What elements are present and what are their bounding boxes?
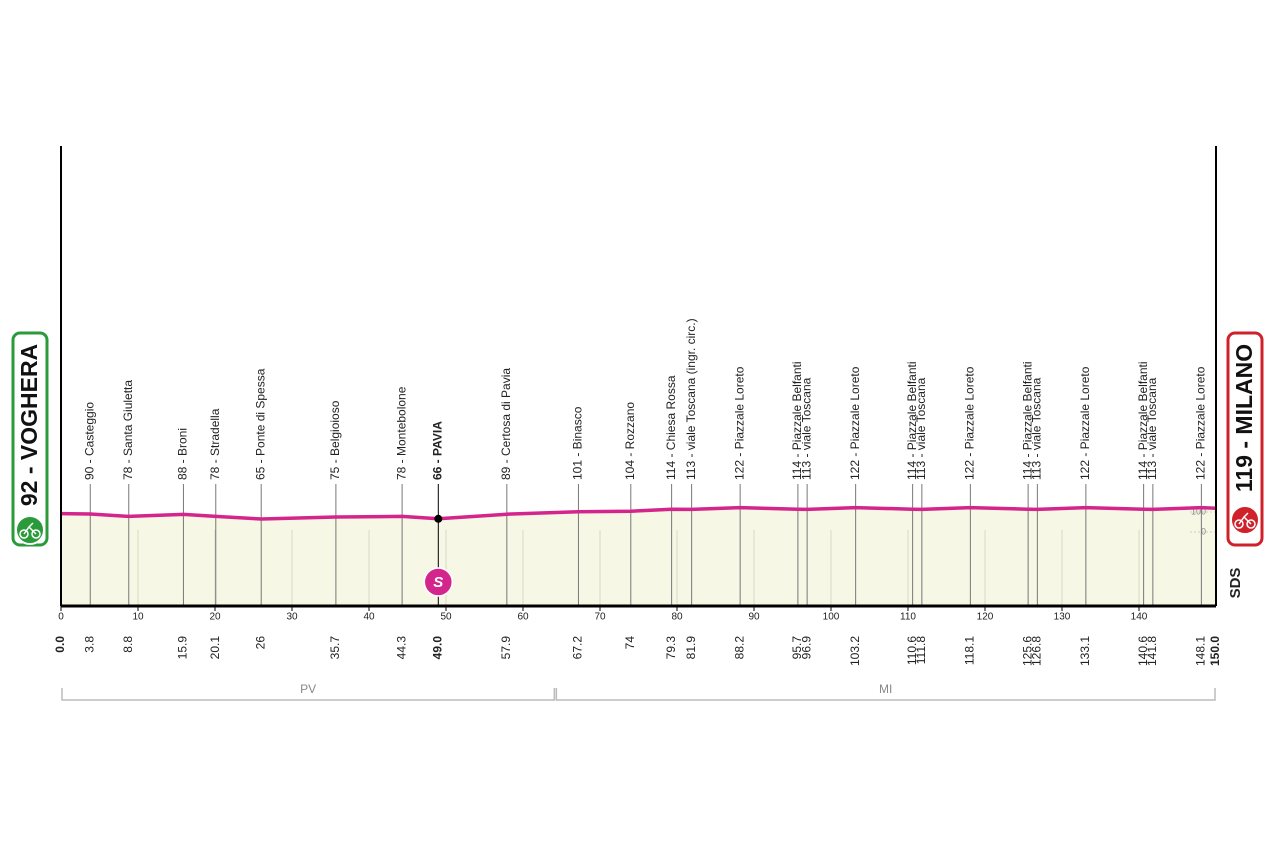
x-tick-label: 70 — [594, 612, 606, 623]
province-bracket — [61, 688, 556, 701]
km-label: 26 — [253, 636, 267, 650]
km-label: 49.0 — [430, 636, 444, 660]
waypoint-label: 113 - viale Toscana (ingr. circ.) — [684, 318, 698, 480]
waypoint-label: 88 - Broni — [176, 428, 190, 480]
stage-end-icon — [1230, 505, 1260, 535]
waypoint-label: 114 - Piazzale Belfanti — [1020, 361, 1034, 480]
province-bracket — [555, 688, 1216, 701]
km-label: 96.9 — [799, 636, 813, 660]
profile-area — [61, 507, 1216, 606]
x-tick-label: 30 — [286, 612, 298, 623]
x-tick-label: 110 — [900, 612, 916, 623]
x-tick-label: 100 — [823, 612, 840, 623]
km-label: 88.2 — [732, 636, 746, 660]
km-label: 103.2 — [848, 636, 862, 666]
waypoint-label: 78 - Santa Giuletta — [121, 380, 135, 480]
waypoint-label: 104 - Rozzano — [623, 402, 637, 480]
icon-wheel — [31, 529, 41, 539]
stage-end-icon — [15, 515, 45, 545]
icon-wheel — [19, 529, 29, 539]
km-label: 133.1 — [1078, 636, 1092, 666]
y-tick-label: 100 — [1191, 506, 1206, 516]
stage-end-box — [1226, 331, 1264, 547]
x-tick-label: 80 — [671, 612, 683, 623]
km-label: 148.1 — [1194, 636, 1208, 666]
waypoint-label: 114 - Piazzale Belfanti — [1136, 361, 1150, 480]
km-label: 141.8 — [1145, 636, 1159, 666]
province-label: PV — [300, 682, 316, 696]
x-tick-label: 40 — [363, 612, 375, 623]
x-tick-label: 90 — [748, 612, 760, 623]
waypoint-label: 122 - Piazzale Loreto — [963, 366, 977, 480]
x-tick-label: 140 — [1131, 612, 1148, 623]
km-label: 125.6 — [1020, 636, 1034, 666]
icon-rider — [23, 522, 37, 535]
x-tick-label: 120 — [977, 612, 994, 623]
waypoint-label: 122 - Piazzale Loreto — [1078, 366, 1092, 480]
waypoint-label: 113 - viale Toscana — [799, 377, 813, 480]
km-label: 118.1 — [963, 636, 977, 665]
waypoint-label: 113 - viale Toscana — [1030, 377, 1044, 480]
km-label: 15.9 — [176, 636, 190, 660]
waypoint-label: 66 - PAVIA — [430, 421, 444, 480]
waypoint-label: 113 - viale Toscana — [914, 377, 928, 480]
waypoint-label: 114 - Piazzale Belfanti — [905, 361, 919, 480]
waypoint-label: 65 - Ponte di Spessa — [253, 368, 267, 480]
x-tick-label: 0 — [58, 612, 64, 623]
x-tick-label: 60 — [517, 612, 529, 623]
y-tick-label: 0 — [1201, 526, 1206, 536]
km-label: 8.8 — [121, 636, 135, 653]
waypoint-label: 122 - Piazzale Loreto — [848, 366, 862, 480]
waypoint-label: 75 - Belgioioso — [328, 400, 342, 480]
km-label: 110.6 — [905, 636, 919, 665]
waypoint-label: 78 - Stradella — [208, 408, 222, 480]
x-tick-label: 20 — [209, 612, 221, 623]
waypoint-label: 78 - Montebolone — [394, 386, 408, 480]
km-label: 35.7 — [328, 636, 342, 660]
km-label: 3.8 — [82, 636, 96, 653]
waypoint-label: 114 - Chiesa Rossa — [664, 375, 678, 480]
waypoint-label: 122 - Piazzale Loreto — [1194, 366, 1208, 480]
km-label: 57.9 — [499, 636, 513, 660]
km-label: 126.8 — [1030, 636, 1044, 666]
km-label: 140.6 — [1136, 636, 1150, 666]
km-label: 81.9 — [684, 636, 698, 660]
province-label: MI — [879, 682, 892, 696]
waypoint-label: 114 - Piazzale Belfanti — [790, 361, 804, 480]
profile-line — [60, 505, 1217, 521]
km-label: 44.3 — [394, 636, 408, 660]
km-label: 95.7 — [790, 636, 804, 660]
km-label: 111.8 — [914, 636, 928, 665]
km-label: 74 — [623, 636, 637, 650]
x-tick-label: 50 — [440, 612, 452, 623]
sprint-badge — [423, 567, 454, 597]
sprint-label: S — [433, 574, 443, 591]
km-label: 20.1 — [208, 636, 222, 660]
waypoint-label: 122 - Piazzale Loreto — [732, 366, 746, 480]
logo: SDS — [1227, 568, 1244, 599]
stage-end-label: 92 - VOGHERA — [16, 344, 42, 506]
x-tick-label: 130 — [1054, 612, 1071, 623]
km-label: 150.0 — [1208, 636, 1222, 666]
waypoint-label: 113 - viale Toscana — [1145, 377, 1159, 480]
sprint-point — [434, 514, 443, 523]
waypoint-label: 90 - Casteggio — [82, 402, 96, 480]
km-label: 0.0 — [53, 636, 67, 653]
km-label: 79.3 — [664, 636, 678, 660]
x-tick-label: 10 — [132, 612, 144, 623]
km-label: 67.2 — [571, 636, 585, 660]
icon-wheel — [1234, 519, 1244, 529]
icon-wheel — [1246, 519, 1256, 529]
stage-end-label: 119 - MILANO — [1231, 344, 1257, 492]
waypoint-label: 101 - Binasco — [571, 406, 585, 480]
waypoint-label: 89 - Certosa di Pavia — [499, 368, 513, 480]
icon-rider — [1238, 512, 1252, 525]
